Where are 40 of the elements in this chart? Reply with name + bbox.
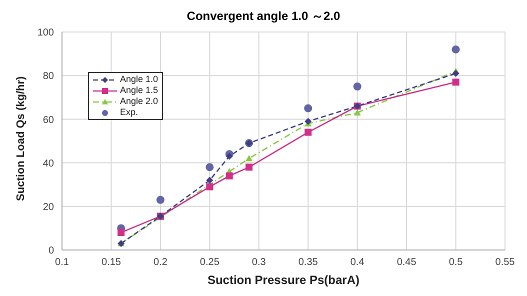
- point: [304, 118, 312, 125]
- x-tick-label: 0.55: [495, 257, 516, 268]
- y-tick-label: 60: [42, 114, 54, 126]
- legend-label: Angle 1.0: [120, 74, 158, 85]
- y-tick-label: 100: [37, 28, 54, 39]
- legend-label: Angle 2.0: [120, 96, 158, 107]
- x-tick-label: 0.1: [55, 257, 70, 268]
- y-tick-label: 40: [42, 158, 54, 170]
- point: [304, 104, 312, 112]
- x-tick-label: 0.45: [396, 257, 417, 268]
- y-tick-label: 0: [48, 246, 54, 257]
- point: [304, 128, 312, 136]
- x-tick-label: 0.3: [252, 257, 266, 268]
- x-tick-label: 0.15: [101, 257, 122, 268]
- point: [206, 176, 214, 184]
- x-tick-label: 0.35: [298, 257, 318, 268]
- point: [246, 164, 253, 171]
- point: [226, 152, 233, 160]
- x-tick-label: 0.2: [153, 257, 168, 268]
- x-tick-label: 0.4: [350, 257, 365, 268]
- point: [452, 78, 460, 86]
- legend-label: Angle 1.5: [120, 85, 158, 96]
- point: [118, 229, 125, 236]
- point: [156, 196, 164, 204]
- point: [452, 70, 460, 77]
- y-axis-title: Suction Load Qs (kg/hr): [14, 76, 27, 201]
- x-axis-title: Suction Pressure Ps(barA): [207, 273, 360, 287]
- chart-title: Convergent angle 1.0 ～2.0: [186, 8, 342, 24]
- point: [206, 163, 214, 172]
- y-tick-label: 80: [42, 71, 54, 82]
- point: [226, 172, 233, 180]
- x-tick-label: 0.5: [448, 257, 464, 268]
- point: [353, 82, 362, 90]
- legend-label: Exp.: [120, 107, 138, 118]
- point: [452, 45, 460, 54]
- point: [354, 109, 361, 116]
- y-tick-label: 20: [42, 202, 54, 213]
- x-tick-label: 0.25: [200, 257, 220, 268]
- point: [246, 154, 253, 162]
- point: [206, 183, 214, 190]
